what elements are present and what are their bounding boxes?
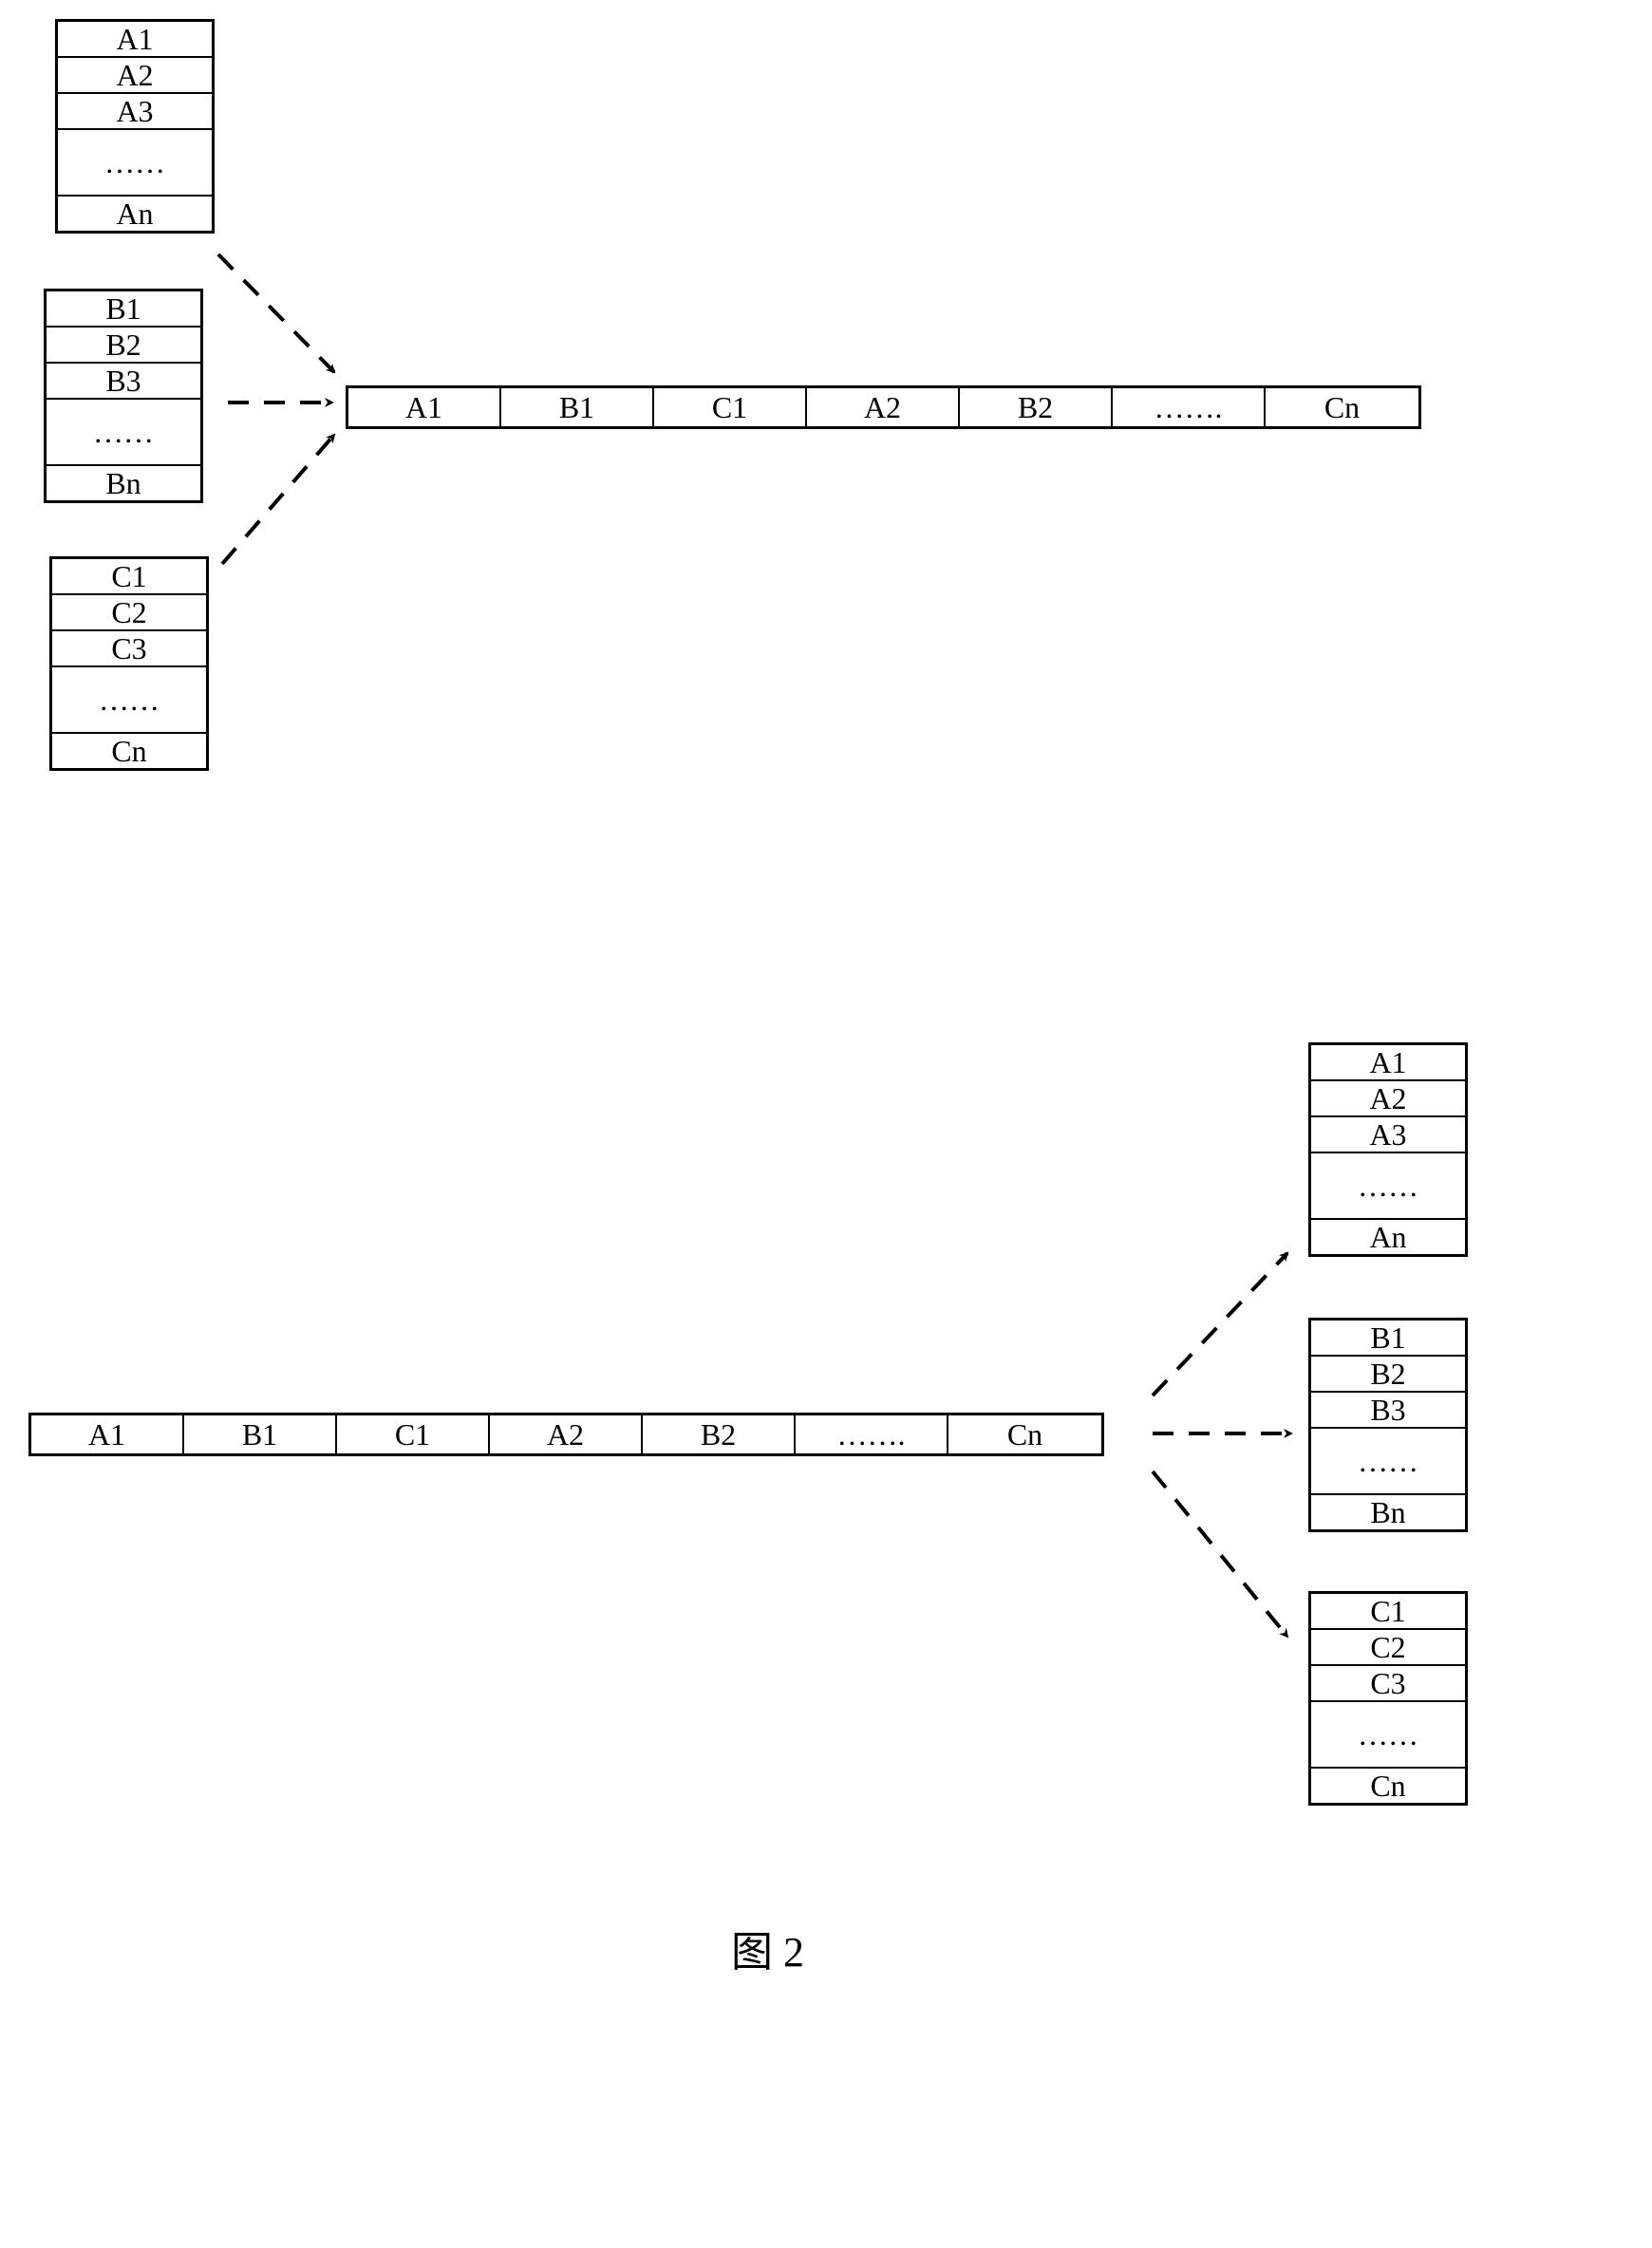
hcell: C1 [654,388,807,426]
cell: A3 [1311,1117,1465,1153]
cell: Bn [1311,1495,1465,1529]
hcell: C1 [337,1415,490,1453]
hcell-ellipsis: ……. [796,1415,948,1453]
top-stack-c: C1 C2 C3 …… Cn [49,556,209,771]
arrow-top-3 [222,435,334,564]
hcell: B2 [643,1415,796,1453]
cell: A1 [1311,1045,1465,1081]
cell: Bn [47,466,200,500]
cell: C2 [52,595,206,631]
hcell: B1 [501,388,654,426]
cell-ellipsis: …… [58,130,212,197]
cell: C1 [1311,1594,1465,1630]
arrow-bottom-3 [1153,1471,1287,1637]
cell: B1 [1311,1321,1465,1357]
hcell: B1 [184,1415,337,1453]
cell: An [58,197,212,231]
bottom-interleaved-strip: A1 B1 C1 A2 B2 ……. Cn [28,1413,1104,1456]
figure-caption: 图 2 [731,1918,804,1978]
hcell: A2 [807,388,960,426]
cell-ellipsis: …… [1311,1702,1465,1769]
cell: An [1311,1220,1465,1254]
top-interleaved-strip: A1 B1 C1 A2 B2 ……. Cn [346,385,1421,429]
cell-ellipsis: …… [47,400,200,466]
bottom-stack-c: C1 C2 C3 …… Cn [1308,1591,1468,1806]
hcell: A1 [348,388,501,426]
hcell: A1 [31,1415,184,1453]
top-stack-a: A1 A2 A3 …… An [55,19,215,234]
arrow-bottom-1 [1153,1253,1287,1396]
cell-ellipsis: …… [52,667,206,734]
cell: B2 [47,328,200,364]
hcell: Cn [1266,388,1418,426]
cell: Cn [52,734,206,768]
hcell: A2 [490,1415,643,1453]
cell: C3 [1311,1666,1465,1702]
cell: A3 [58,94,212,130]
cell-ellipsis: …… [1311,1429,1465,1495]
hcell: Cn [948,1415,1101,1453]
cell: B3 [47,364,200,400]
cell: A2 [58,58,212,94]
hcell: B2 [960,388,1113,426]
cell: B1 [47,291,200,328]
bottom-stack-a: A1 A2 A3 …… An [1308,1042,1468,1257]
cell: Cn [1311,1769,1465,1803]
hcell-ellipsis: ……. [1113,388,1266,426]
cell: C1 [52,559,206,595]
arrow-top-1 [218,254,334,372]
cell-ellipsis: …… [1311,1153,1465,1220]
cell: A1 [58,22,212,58]
bottom-stack-b: B1 B2 B3 …… Bn [1308,1318,1468,1532]
cell: A2 [1311,1081,1465,1117]
cell: C3 [52,631,206,667]
cell: B3 [1311,1393,1465,1429]
top-stack-b: B1 B2 B3 …… Bn [44,289,203,503]
cell: C2 [1311,1630,1465,1666]
cell: B2 [1311,1357,1465,1393]
